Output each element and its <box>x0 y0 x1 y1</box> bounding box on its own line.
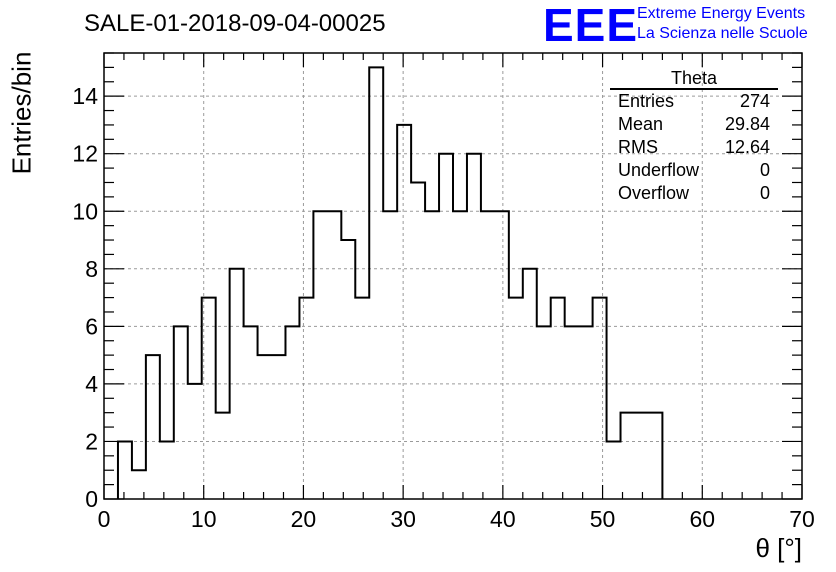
histogram-bin <box>313 211 327 499</box>
histogram-bin <box>258 355 272 499</box>
stats-label: RMS <box>618 137 658 157</box>
stats-label: Overflow <box>618 183 690 203</box>
histogram-bin <box>383 211 397 499</box>
chart-title: SALE-01-2018-09-04-00025 <box>84 10 386 37</box>
y-tick-label: 10 <box>72 198 98 224</box>
histogram-bin <box>621 413 635 499</box>
logo-caption-line1: Extreme Energy Events <box>637 5 806 22</box>
stats-label: Entries <box>618 91 675 111</box>
histogram-bin <box>160 441 174 499</box>
histogram-bin <box>593 298 607 499</box>
stats-row-entries: Entries 274 <box>610 90 778 113</box>
histogram-bin <box>341 240 355 499</box>
x-tick-label: 50 <box>590 506 616 532</box>
histogram-bins <box>118 67 662 499</box>
stats-label: Underflow <box>618 160 700 180</box>
stats-row-overflow: Overflow 0 <box>610 182 778 205</box>
x-tick-label: 70 <box>789 506 815 532</box>
histogram-bin <box>327 211 341 499</box>
stats-value: 0 <box>759 183 770 203</box>
histogram-bin <box>285 326 299 499</box>
histogram-bin <box>216 413 230 499</box>
histogram-bin <box>495 211 509 499</box>
histogram-bin <box>369 67 383 499</box>
y-tick-label: 4 <box>85 371 98 397</box>
y-tick-label: 8 <box>85 256 98 282</box>
histogram-bin <box>453 211 467 499</box>
histogram-bin <box>481 211 495 499</box>
stats-value: 29.84 <box>724 114 770 134</box>
x-tick-label: 0 <box>98 506 111 532</box>
y-tick-label: 14 <box>72 83 98 109</box>
y-tick-label: 12 <box>72 141 98 167</box>
y-tick-label: 2 <box>85 428 98 454</box>
stats-label: Mean <box>618 114 664 134</box>
histogram-bin <box>244 326 258 499</box>
plot-frame <box>103 52 803 500</box>
stats-value: 0 <box>759 160 770 180</box>
histogram-bin <box>509 298 523 499</box>
histogram-bin <box>425 211 439 499</box>
histogram-outline <box>116 66 664 499</box>
histogram-bin <box>118 441 132 499</box>
histogram-bin <box>551 298 565 499</box>
x-tick-label: 20 <box>291 506 317 532</box>
y-axis-label: Entries/bin <box>6 51 37 175</box>
stats-row-rms: RMS 12.64 <box>610 136 778 159</box>
grid-lines <box>104 53 802 499</box>
stats-box: Theta Entries 274 Mean 29.84 RMS 12.64 U… <box>610 68 778 205</box>
x-axis-label: θ [°] <box>755 533 802 563</box>
stats-value: 12.64 <box>724 137 770 157</box>
eee-logo: EEE <box>543 0 639 51</box>
tick-labels: 0 10 20 30 40 50 60 70 0 2 4 6 8 10 12 14 <box>72 83 814 532</box>
stats-title: Theta <box>610 68 778 90</box>
histogram-bin <box>648 413 662 499</box>
histogram-bin <box>565 326 579 499</box>
x-tick-label: 40 <box>490 506 516 532</box>
histogram-bin <box>174 326 188 499</box>
histogram-bin <box>579 326 593 499</box>
stats-row-underflow: Underflow 0 <box>610 159 778 182</box>
x-tick-label: 10 <box>191 506 217 532</box>
histogram-bin <box>272 355 286 499</box>
x-tick-label: 30 <box>390 506 416 532</box>
histogram-bin <box>299 298 313 499</box>
histogram-bin <box>537 326 551 499</box>
histogram-bin <box>411 182 425 499</box>
histogram-bin <box>397 125 411 499</box>
stats-value: 274 <box>739 91 770 111</box>
axis-ticks <box>103 52 803 500</box>
histogram-bin <box>146 355 160 499</box>
histogram-bin <box>634 413 648 499</box>
logo-caption-line2: La Scienza nelle Scuole <box>637 25 808 42</box>
histogram-bin <box>607 441 621 499</box>
y-tick-label: 0 <box>85 486 98 512</box>
logo-caption: Extreme Energy Events La Scienza nelle S… <box>637 4 808 44</box>
stats-row-mean: Mean 29.84 <box>610 113 778 136</box>
histogram-bin <box>355 298 369 499</box>
x-tick-label: 60 <box>689 506 715 532</box>
y-tick-label: 6 <box>85 313 98 339</box>
